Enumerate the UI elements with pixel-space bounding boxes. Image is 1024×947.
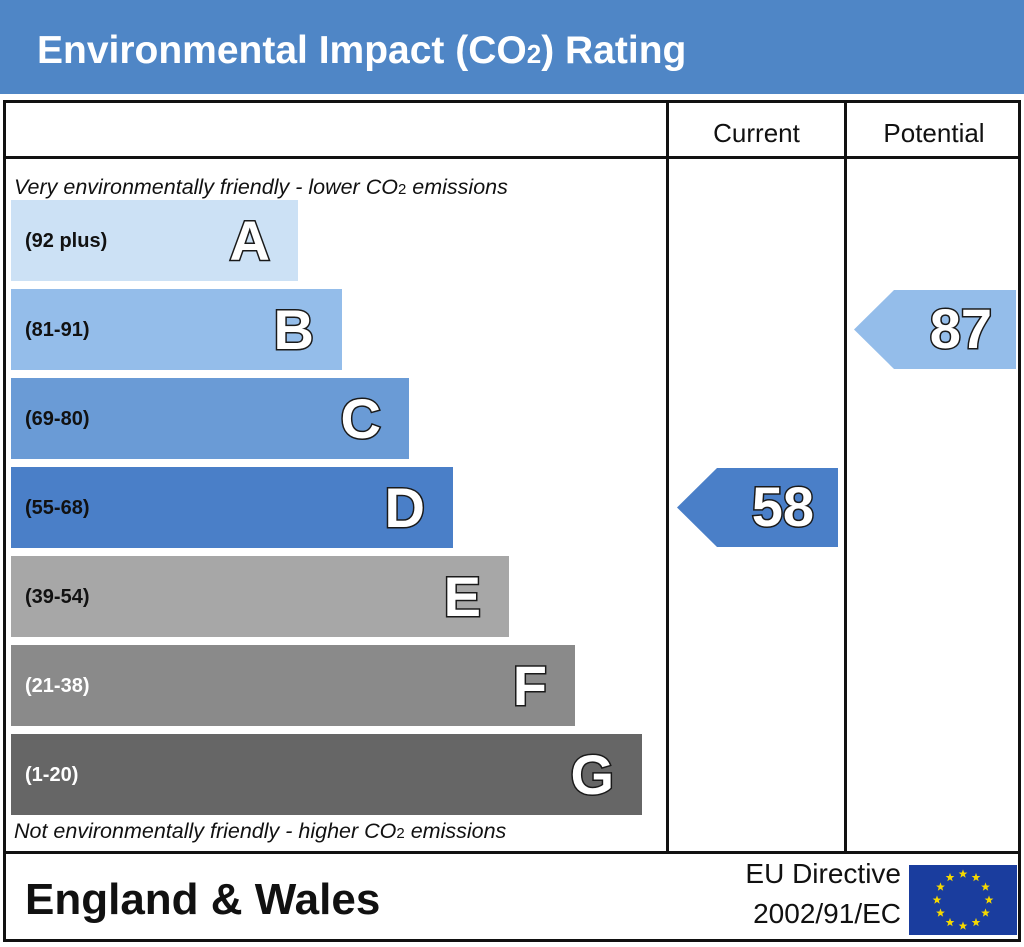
current-column-header: Current [713, 118, 800, 148]
band-range-label: (21-38) [25, 675, 90, 697]
band-range-label: (81-91) [25, 319, 90, 341]
band-range-label: (55-68) [25, 497, 90, 519]
eu-flag-icon [909, 865, 1017, 935]
divider-current [666, 100, 669, 853]
potential-rating-value: 87 [928, 296, 993, 362]
top-note: Very environmentally friendly - lower CO… [14, 175, 508, 199]
band-letter-label: G [569, 742, 616, 808]
footer-divider [3, 851, 1021, 854]
eu-star [981, 882, 990, 891]
current-rating-value: 58 [750, 474, 815, 540]
chart-title: Environmental Impact (CO2) Rating [37, 29, 687, 72]
current-rating-marker: 58 [677, 468, 838, 547]
rating-frame [3, 100, 1021, 942]
eu-star [984, 895, 994, 904]
band-letter-label: C [339, 386, 382, 452]
eu-star [971, 917, 981, 927]
band-f: (21-38) F [11, 645, 575, 726]
band-letter-label: A [228, 208, 271, 274]
eu-star [981, 908, 990, 917]
eu-star [932, 895, 942, 904]
potential-rating-marker: 87 [854, 290, 1016, 369]
eu-star [945, 917, 955, 927]
band-d: (55-68) D [11, 467, 453, 548]
directive-label: EU Directive [745, 858, 901, 889]
eu-star [958, 869, 968, 878]
band-range-label: (1-20) [25, 764, 79, 786]
band-letter-label: E [442, 564, 482, 630]
band-g: (1-20) G [11, 734, 642, 815]
band-a: (92 plus) A [11, 200, 298, 281]
region-label: England & Wales [25, 875, 381, 924]
eu-star [945, 872, 955, 882]
band-letter-label: D [383, 475, 426, 541]
band-b: (81-91) B [11, 289, 342, 370]
band-e: (39-54) E [11, 556, 509, 637]
potential-column-header: Potential [883, 118, 985, 148]
directive-number: 2002/91/EC [753, 898, 901, 929]
eu-star [936, 882, 945, 891]
eu-star [971, 872, 981, 882]
band-range-label: (92 plus) [25, 230, 108, 252]
band-range-label: (69-80) [25, 408, 90, 430]
bottom-note: Not environmentally friendly - higher CO… [14, 819, 507, 843]
divider-potential [844, 100, 847, 853]
band-letter-label: B [272, 297, 315, 363]
eu-star [958, 921, 968, 930]
header-bar [0, 0, 1024, 94]
band-letter-label: F [511, 653, 548, 719]
band-c: (69-80) C [11, 378, 409, 459]
band-range-label: (39-54) [25, 586, 90, 608]
header-row-divider [3, 156, 1021, 159]
eu-star [936, 908, 945, 917]
